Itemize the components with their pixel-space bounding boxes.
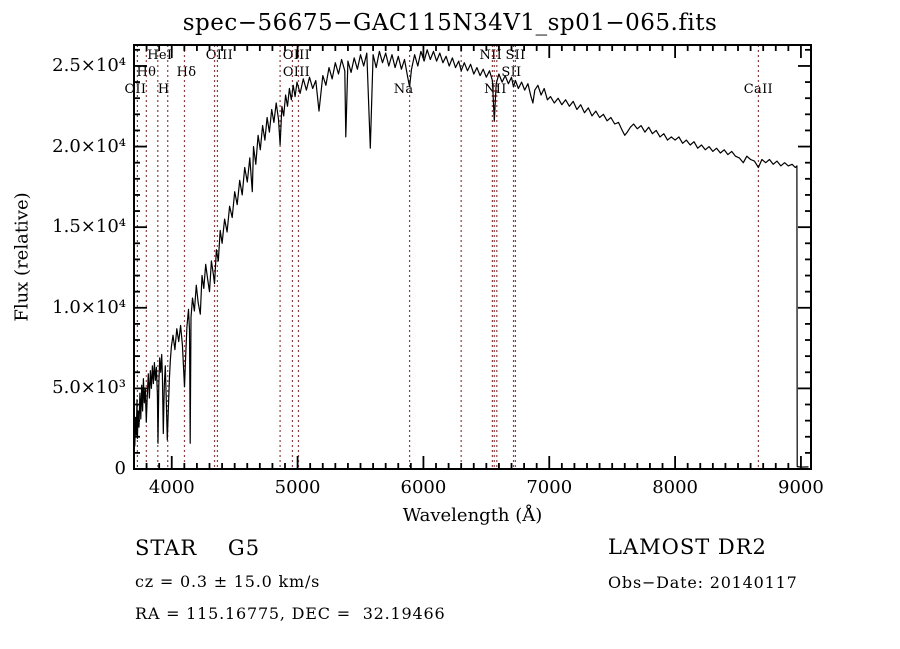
page-title: spec−56675−GAC115N34V1_sp01−065.fits [182,10,718,36]
x-tick-label: 7000 [526,477,573,498]
y-tick-label: 2.5×10⁴ [52,54,126,76]
plot-frame [133,44,812,470]
spectral-line-label: NII [484,82,507,97]
spectral-line-label: Hθ [136,65,157,80]
axis-ticks [134,45,811,469]
y-tick-label: 1.0×10⁴ [52,296,126,318]
radial-velocity-label: cz = 0.3 ± 15.0 km/s [135,572,321,591]
y-tick-label: 1.5×10⁴ [52,216,126,238]
spectral-line-label: OIII [282,48,311,63]
spectral-line-label: OIII [282,65,311,80]
spectral-line-markers [136,45,760,469]
spectral-line-label: Na [393,82,414,97]
spectral-line-label: HeI [147,48,173,63]
spectral-line-label: CaII [743,82,773,97]
spectral-line-label: OIII [205,48,234,63]
x-tick-label: 6000 [400,477,447,498]
x-tick-label: 8000 [652,477,698,498]
x-tick-label: 5000 [274,477,321,498]
ra-dec-label: RA = 115.16775, DEC = 32.19466 [135,604,446,623]
x-tick-label: 4000 [148,477,195,498]
y-tick-label: 0 [114,458,126,479]
spectrum-path [134,49,809,468]
x-axis-title: Wavelength (Å) [402,505,543,526]
spectral-line-label: NII [479,48,503,63]
spectral-line-label: H [157,82,170,97]
obs-date-label: Obs−Date: 20140117 [608,573,798,592]
spectral-line-label: OII [124,82,147,97]
survey-release-label: LAMOST DR2 [608,535,767,559]
x-tick-label: 9000 [778,477,824,498]
y-tick-label: 2.0×10⁴ [52,135,126,157]
y-tick-label: 5.0×10³ [52,377,126,399]
spectral-line-label: Hδ [176,65,197,80]
object-class-label: STAR G5 [135,536,261,560]
spectral-line-label: SII [501,65,522,80]
